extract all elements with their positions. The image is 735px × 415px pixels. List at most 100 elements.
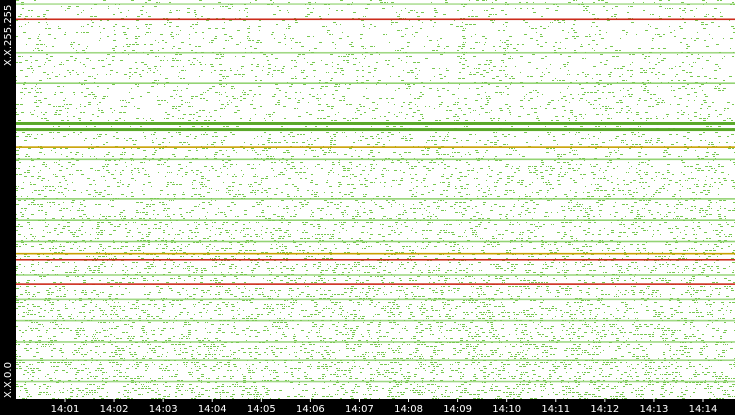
- traffic-point: [340, 0, 343, 1]
- traffic-point: [364, 184, 366, 185]
- traffic-point: [120, 180, 121, 181]
- traffic-point: [443, 174, 444, 175]
- traffic-point: [214, 120, 216, 121]
- traffic-point: [667, 206, 669, 207]
- traffic-point: [535, 140, 536, 141]
- traffic-point: [419, 202, 422, 203]
- traffic-point: [25, 16, 28, 17]
- traffic-point: [441, 176, 444, 177]
- traffic-point: [311, 210, 312, 211]
- traffic-point: [180, 30, 181, 31]
- traffic-point: [243, 148, 245, 149]
- traffic-point: [685, 180, 686, 181]
- traffic-point: [699, 210, 701, 211]
- traffic-point: [409, 20, 410, 21]
- traffic-point: [73, 218, 75, 219]
- traffic-point: [494, 224, 497, 225]
- traffic-point: [60, 232, 63, 233]
- traffic-point: [433, 162, 436, 163]
- traffic-point: [623, 134, 626, 135]
- traffic-point: [471, 16, 474, 17]
- traffic-point: [626, 172, 627, 173]
- traffic-point: [179, 72, 180, 73]
- traffic-point: [533, 12, 536, 13]
- traffic-point: [59, 110, 62, 111]
- traffic-point: [102, 196, 105, 197]
- traffic-point: [169, 26, 171, 27]
- traffic-point: [576, 132, 577, 133]
- traffic-point: [706, 46, 709, 47]
- traffic-point: [562, 80, 565, 81]
- traffic-point: [339, 84, 340, 85]
- traffic-point: [589, 12, 590, 13]
- traffic-point: [511, 76, 513, 77]
- traffic-point: [644, 216, 645, 217]
- traffic-point: [675, 76, 676, 77]
- traffic-point: [275, 104, 277, 105]
- traffic-point: [370, 170, 372, 171]
- traffic-point: [617, 242, 618, 243]
- traffic-point: [599, 104, 600, 105]
- traffic-point: [199, 240, 201, 241]
- traffic-point: [67, 70, 69, 71]
- traffic-point: [456, 26, 459, 27]
- traffic-point: [347, 62, 349, 63]
- traffic-point: [450, 156, 451, 157]
- traffic-point: [593, 66, 596, 67]
- traffic-point: [100, 20, 102, 21]
- traffic-point: [40, 170, 41, 171]
- traffic-point: [140, 162, 143, 163]
- traffic-point: [281, 162, 283, 163]
- traffic-point: [679, 98, 682, 99]
- traffic-point: [515, 66, 516, 67]
- traffic-point: [140, 126, 142, 127]
- traffic-point: [429, 106, 430, 107]
- traffic-point: [113, 178, 116, 179]
- traffic-point: [258, 144, 259, 145]
- traffic-point: [355, 58, 357, 59]
- traffic-point: [256, 66, 259, 67]
- traffic-point: [62, 176, 65, 177]
- traffic-point: [485, 42, 486, 43]
- traffic-point: [731, 120, 733, 121]
- traffic-point: [222, 144, 223, 145]
- traffic-point: [232, 96, 234, 97]
- traffic-point: [638, 152, 641, 153]
- traffic-point: [79, 120, 81, 121]
- traffic-point: [692, 228, 694, 229]
- traffic-point: [153, 214, 154, 215]
- traffic-point: [639, 162, 640, 163]
- traffic-point: [395, 50, 396, 51]
- traffic-point: [658, 172, 660, 173]
- traffic-point: [93, 216, 94, 217]
- traffic-point: [208, 202, 210, 203]
- traffic-point: [224, 212, 225, 213]
- traffic-point: [56, 162, 57, 163]
- traffic-point: [61, 208, 62, 209]
- traffic-point: [385, 158, 387, 159]
- traffic-point: [393, 126, 396, 127]
- traffic-point: [444, 224, 445, 225]
- traffic-point: [45, 218, 46, 219]
- traffic-point: [343, 100, 345, 101]
- traffic-point: [234, 204, 236, 205]
- traffic-point: [216, 190, 217, 191]
- traffic-point: [652, 236, 653, 237]
- traffic-point: [333, 98, 335, 99]
- traffic-point: [206, 20, 209, 21]
- traffic-point: [589, 138, 590, 139]
- traffic-point: [253, 108, 256, 109]
- traffic-point: [491, 110, 492, 111]
- traffic-point: [648, 202, 649, 203]
- traffic-point: [163, 230, 165, 231]
- traffic-point: [459, 118, 460, 119]
- traffic-point: [24, 208, 27, 209]
- traffic-point: [509, 36, 512, 37]
- traffic-point: [461, 156, 462, 157]
- traffic-point: [146, 234, 147, 235]
- traffic-point: [401, 36, 404, 37]
- traffic-point: [218, 212, 219, 213]
- traffic-point: [558, 174, 560, 175]
- traffic-point: [596, 164, 598, 165]
- traffic-point: [522, 232, 524, 233]
